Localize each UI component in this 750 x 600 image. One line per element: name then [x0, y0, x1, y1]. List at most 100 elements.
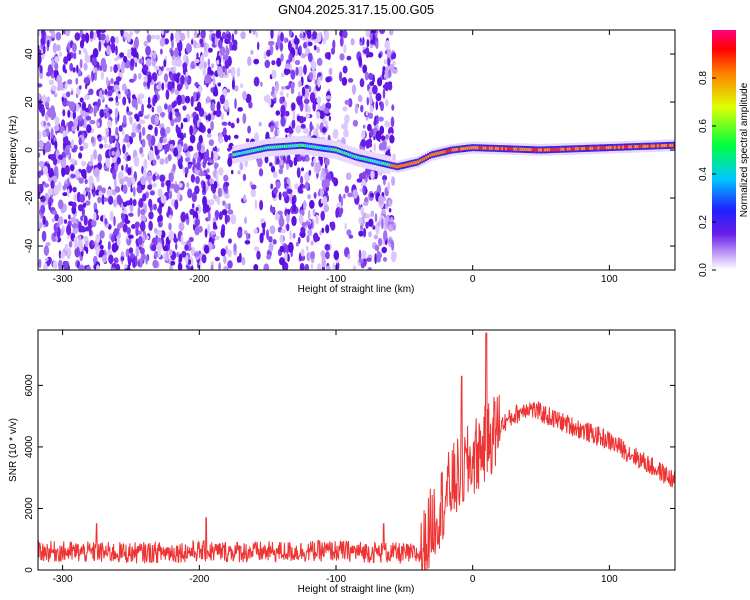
- spectrogram-noise-cell: [130, 58, 135, 67]
- spectrogram-noise-cell: [280, 104, 286, 115]
- spectrogram-noise-cell: [130, 186, 133, 193]
- spectrogram-noise-cell: [161, 30, 165, 36]
- spectrogram-signal-core: [263, 146, 266, 150]
- spectrogram-noise-cell: [205, 114, 209, 121]
- spectrogram-noise-cell: [58, 250, 62, 259]
- spectrogram-noise-cell: [69, 101, 75, 112]
- spectrogram-noise-cell: [63, 219, 68, 224]
- spectrogram-noise-cell: [137, 236, 143, 246]
- spectrogram-noise-cell: [101, 254, 108, 263]
- spectrogram-noise-cell: [99, 244, 104, 250]
- spectrogram-signal-core: [283, 144, 286, 148]
- spectrogram-noise-cell: [343, 193, 346, 199]
- spectrogram-noise-cell: [38, 56, 42, 64]
- spectrogram-signal-core: [581, 147, 584, 151]
- spectrogram-noise-cell: [57, 85, 61, 92]
- spectrogram-signal-core: [294, 144, 297, 148]
- spectrogram-noise-cell: [124, 219, 131, 224]
- spectrogram-noise-cell: [176, 83, 182, 91]
- spectrogram-noise-cell: [77, 68, 82, 77]
- spectrogram-noise-cell: [62, 109, 66, 117]
- spectrogram-noise-cell: [294, 183, 299, 190]
- spectrogram-signal-core: [591, 146, 594, 150]
- spectrogram-noise-cell: [316, 32, 322, 43]
- spectrogram-signal-core: [316, 145, 319, 149]
- spectrogram-noise-cell: [279, 96, 284, 104]
- spectrogram-noise-cell: [154, 145, 157, 150]
- spectrogram-noise-cell: [80, 227, 87, 233]
- spectrogram-noise-cell: [286, 223, 290, 232]
- spectrogram-noise-cell: [304, 47, 309, 55]
- spectrogram-noise-cell: [388, 69, 392, 78]
- spectrogram-noise-cell: [296, 96, 303, 106]
- spectrogram-noise-cell: [132, 47, 137, 56]
- spectrogram-noise-cell: [297, 66, 304, 77]
- spectrogram-noise-cell: [53, 184, 60, 196]
- spectrogram-signal-core: [388, 163, 391, 167]
- spectrogram-signal-core: [306, 144, 309, 148]
- spectrogram-noise-cell: [252, 30, 256, 35]
- spectrogram-signal-core: [482, 146, 485, 150]
- spectrogram-noise-cell: [121, 83, 127, 91]
- spectrogram-signal-core: [615, 145, 619, 149]
- spectrogram-noise-cell: [189, 134, 196, 144]
- spectrogram-noise-cell: [375, 32, 378, 39]
- spectrogram-signal-core: [671, 143, 674, 147]
- spectrogram-noise-cell: [242, 173, 247, 181]
- spectrogram-noise-cell: [254, 199, 258, 210]
- spectrogram-signal-core: [472, 146, 475, 150]
- spectrogram-noise-cell: [321, 126, 327, 133]
- spectrogram-noise-cell: [171, 59, 178, 66]
- spectrogram-signal-core: [382, 161, 385, 165]
- spectrogram-noise-cell: [134, 30, 140, 34]
- spectrogram-noise-cell: [264, 59, 271, 69]
- spectrogram-noise-cell: [369, 105, 374, 114]
- spectrogram-noise-cell: [183, 54, 187, 63]
- spectrogram-noise-cell: [202, 159, 206, 169]
- spectrogram-noise-cell: [99, 143, 104, 149]
- spectrogram-noise-cell: [53, 92, 58, 98]
- spectrogram-noise-cell: [388, 208, 392, 213]
- spectrogram-noise-cell: [207, 224, 211, 234]
- spectrogram-noise-cell: [270, 183, 274, 190]
- spectrogram-noise-cell: [383, 73, 390, 80]
- spectrogram-noise-cell: [193, 40, 197, 49]
- spectrogram-noise-cell: [71, 125, 77, 132]
- spectrogram-signal-core: [386, 162, 389, 166]
- spectrogram-noise-cell: [96, 30, 101, 38]
- spectrogram-noise-cell: [196, 204, 202, 214]
- spectrogram-noise-cell: [308, 85, 312, 93]
- spectrogram-noise-cell: [147, 184, 153, 190]
- spectrogram-noise-cell: [168, 230, 175, 242]
- spectrogram-noise-cell: [152, 50, 157, 60]
- spectrogram-noise-cell: [324, 120, 329, 126]
- spectrogram-noise-cell: [146, 30, 149, 35]
- spectrogram-noise-cell: [327, 51, 331, 61]
- spectrogram-noise-cell: [193, 152, 200, 160]
- spectrogram-noise-cell: [333, 250, 340, 261]
- spectrogram-signal-core: [322, 146, 325, 150]
- spectrogram-xtick-label: -300: [53, 274, 73, 285]
- spectrogram-noise-cell: [330, 221, 336, 231]
- spectrogram-noise-cell: [387, 181, 391, 192]
- spectrogram-noise-cell: [149, 190, 155, 196]
- spectrogram-noise-cell: [83, 62, 88, 71]
- spectrogram-noise-cell: [42, 94, 46, 105]
- spectrogram-noise-cell: [101, 187, 106, 194]
- spectrogram-noise-cell: [285, 110, 290, 117]
- spectrogram-signal-core: [538, 148, 541, 152]
- spectrogram-signal-core: [560, 147, 563, 151]
- spectrogram-noise-cell: [57, 199, 64, 210]
- spectrogram-noise-cell: [187, 259, 192, 265]
- spectrogram-noise-cell: [284, 127, 290, 133]
- spectrogram-noise-cell: [52, 42, 58, 54]
- spectrogram-noise-cell: [130, 253, 135, 259]
- spectrogram-noise-cell: [207, 128, 212, 134]
- spectrogram-signal-core: [605, 146, 608, 150]
- spectrogram-noise-cell: [110, 267, 117, 270]
- spectrogram-noise-cell: [105, 104, 108, 109]
- spectrogram-noise-cell: [375, 100, 379, 111]
- spectrogram-noise-cell: [212, 221, 217, 229]
- spectrogram-signal-core: [242, 151, 245, 155]
- spectrogram-noise-cell: [272, 171, 278, 179]
